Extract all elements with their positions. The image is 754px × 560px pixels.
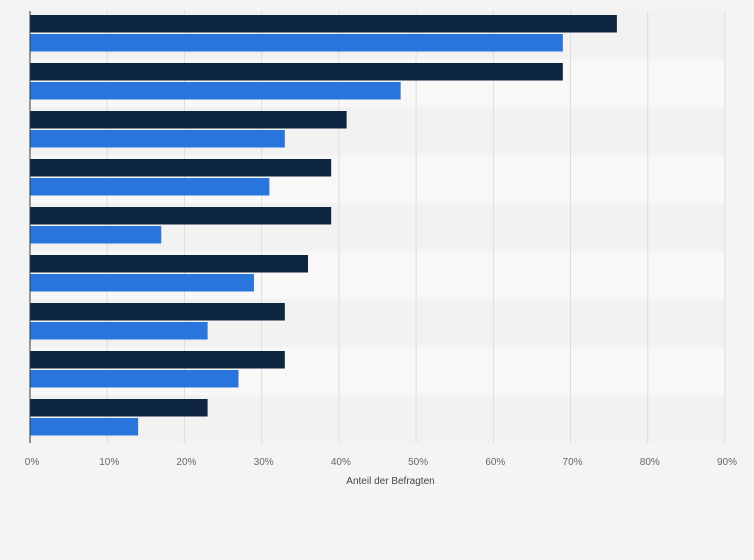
x-tick-label: 60% [485,457,505,468]
bar-series-2 [30,226,162,244]
x-tick-label: 70% [563,457,583,468]
bar-series-2 [30,82,401,100]
bar-series-2 [30,418,139,436]
x-tick-label: 20% [176,457,196,468]
x-axis-title: Anteil der Befragten [346,476,434,487]
x-tick-label: 30% [254,457,274,468]
x-tick-label: 40% [331,457,351,468]
bar-series-1 [30,399,208,417]
bar-series-1 [30,303,285,321]
bars [30,15,617,436]
bar-series-2 [30,322,208,340]
bar-series-1 [30,111,347,129]
bar-series-1 [30,15,617,33]
bar-series-2 [30,130,285,148]
bar-series-1 [30,63,563,81]
bar-series-1 [30,255,308,273]
x-tick-label: 90% [717,457,737,468]
bar-series-1 [30,159,332,177]
bar-series-1 [30,351,285,369]
bar-series-2 [30,178,270,196]
bar-series-2 [30,370,239,388]
x-tick-label: 80% [640,457,660,468]
bar-series-2 [30,34,563,52]
x-tick-label: 0% [25,457,40,468]
x-tick-label: 10% [99,457,119,468]
x-tick-label: 50% [408,457,428,468]
bar-series-2 [30,274,254,292]
x-tick-labels: 0% 10% 20% 30% 40% 50% 60% 70% 80% 90% [25,457,737,468]
bar-series-1 [30,207,332,225]
